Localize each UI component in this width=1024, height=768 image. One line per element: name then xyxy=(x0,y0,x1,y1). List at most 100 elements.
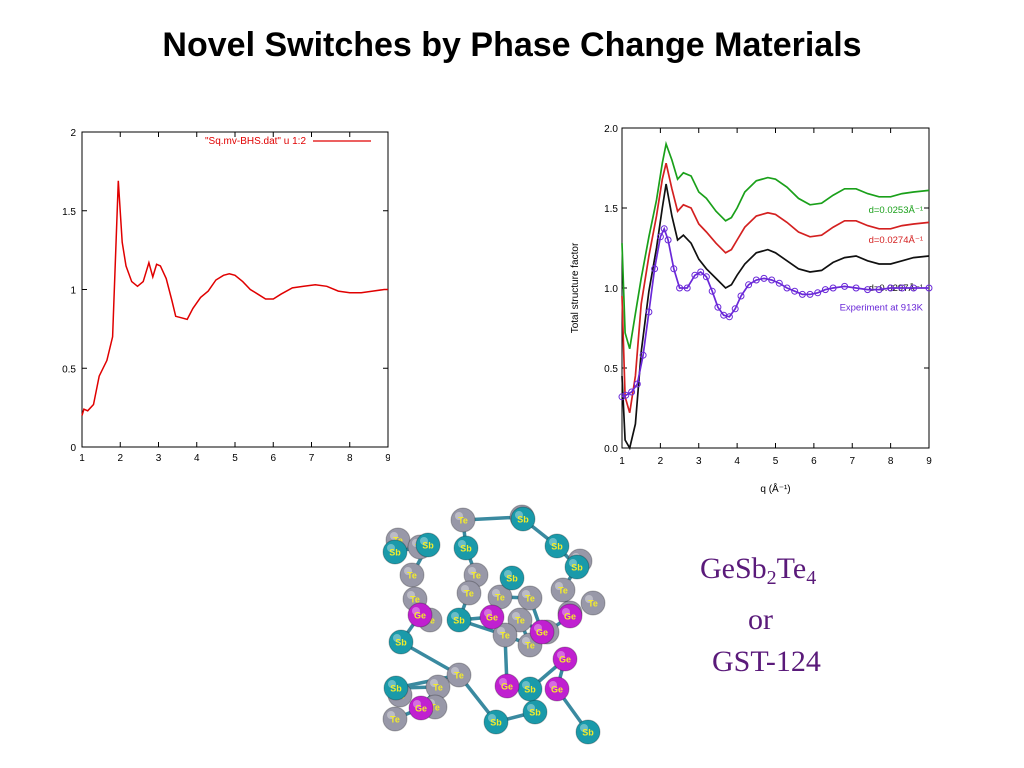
atom-te xyxy=(507,607,533,633)
atom-highlight xyxy=(522,637,530,645)
atom-label: Sb xyxy=(395,638,407,648)
atom-highlight xyxy=(468,567,476,575)
atom-te xyxy=(446,662,472,688)
atom-sb xyxy=(383,675,409,701)
y-tick-label: 1 xyxy=(70,286,76,297)
atom-te xyxy=(450,507,476,533)
atom-highlight xyxy=(458,540,466,548)
atom-label: Sb xyxy=(551,542,563,552)
experiment-point xyxy=(798,290,806,298)
atom-ge xyxy=(407,602,433,628)
atom-te xyxy=(399,562,425,588)
series-line-sq xyxy=(81,180,388,416)
experiment-point xyxy=(708,287,716,295)
formula-gst-124: GST-124 xyxy=(712,645,821,678)
atom-highlight xyxy=(461,585,469,593)
x-tick-label: 5 xyxy=(773,456,779,467)
x-tick-label: 3 xyxy=(696,456,702,467)
atom-highlight xyxy=(522,681,530,689)
experiment-point xyxy=(651,265,659,273)
atom-label: Sb xyxy=(524,685,536,695)
experiment-point xyxy=(852,284,860,292)
atom-ge xyxy=(544,676,570,702)
atom-ge xyxy=(479,604,505,630)
experiment-point xyxy=(714,303,722,311)
experiment-point xyxy=(841,282,849,290)
x-tick-label: 9 xyxy=(385,453,390,464)
atom-label: Te xyxy=(390,715,400,725)
atom-highlight xyxy=(569,559,577,567)
x-tick-label: 4 xyxy=(194,453,200,464)
compound-formula: GeSb2Te4 or GST-124 xyxy=(680,548,880,683)
atom-label: Sb xyxy=(422,541,434,551)
atom-highlight xyxy=(387,544,395,552)
experiment-point xyxy=(660,225,668,233)
atom-label: Ge xyxy=(415,704,427,714)
formula-gesb2te4: GeSb2Te4 xyxy=(700,552,817,589)
experiment-point xyxy=(864,286,872,294)
atom-label: Te xyxy=(515,616,525,626)
atom-label: Ge xyxy=(414,611,426,621)
experiment-point xyxy=(791,287,799,295)
x-tick-label: 7 xyxy=(849,456,855,467)
y-tick-label: 0.5 xyxy=(62,364,76,375)
x-tick-label: 1 xyxy=(79,453,85,464)
atom-label: Te xyxy=(410,595,420,605)
atom-label: Te xyxy=(525,641,535,651)
y-tick-label: 2 xyxy=(70,128,76,139)
atom-label: Sb xyxy=(529,708,541,718)
experiment-point xyxy=(618,393,626,401)
atom-sb xyxy=(499,565,525,591)
atom-highlight xyxy=(484,609,492,617)
atom-highlight xyxy=(420,537,428,545)
atom-te xyxy=(492,622,518,648)
atom-label: Sb xyxy=(571,563,583,573)
atom-sb xyxy=(575,719,601,745)
atom-ge xyxy=(552,646,578,672)
atom-highlight xyxy=(504,570,512,578)
slide-title: Novel Switches by Phase Change Materials xyxy=(162,26,862,64)
experiment-point xyxy=(702,273,710,281)
atom-highlight xyxy=(455,512,463,520)
atom-highlight xyxy=(387,711,395,719)
x-axis-label: q (Å⁻¹) xyxy=(760,482,790,495)
experiment-point xyxy=(821,286,829,294)
atom-label: Te xyxy=(495,593,505,603)
atom-label: Te xyxy=(471,571,481,581)
atom-te xyxy=(580,590,606,616)
legend-label: "Sq.mv-BHS.dat" u 1:2 xyxy=(205,136,306,147)
atom-highlight xyxy=(522,590,530,598)
atom-highlight xyxy=(580,724,588,732)
atom-ge xyxy=(408,695,434,721)
atom-label: Sb xyxy=(460,544,472,554)
atom-highlight xyxy=(388,680,396,688)
x-tick-label: 6 xyxy=(811,456,817,467)
experiment-point xyxy=(887,284,895,292)
atom-label: Te xyxy=(588,599,598,609)
experiment-point xyxy=(768,276,776,284)
experiment-point xyxy=(670,265,678,273)
x-tick-label: 8 xyxy=(347,453,353,464)
experiment-point xyxy=(910,284,918,292)
atom-highlight xyxy=(404,567,412,575)
atom-sb xyxy=(382,539,408,565)
experiment-point xyxy=(752,276,760,284)
plot-frame xyxy=(81,131,389,448)
atom-label: Sb xyxy=(490,718,502,728)
atom-ge xyxy=(557,603,583,629)
experiment-point xyxy=(628,388,636,396)
y-tick-label: 2.0 xyxy=(604,124,618,135)
atom-te xyxy=(382,706,408,732)
atom-highlight xyxy=(512,612,520,620)
y-tick-label: 1.5 xyxy=(604,204,618,215)
atom-highlight xyxy=(407,591,415,599)
atom-sb xyxy=(483,709,509,735)
experiment-point xyxy=(683,284,691,292)
experiment-point xyxy=(645,308,653,316)
atom-label: Ge xyxy=(536,628,548,638)
atom-highlight xyxy=(527,704,535,712)
x-tick-label: 3 xyxy=(156,453,162,464)
structure-factor-chart-simulation: 1 2 3 4 5 6 7 8 9 0 0.5 1 1.5 2 "Sq.mv-BHS.dat" u 1:2 xyxy=(62,128,390,464)
atom-sb xyxy=(388,629,414,655)
x-tick-label: 8 xyxy=(888,456,894,467)
